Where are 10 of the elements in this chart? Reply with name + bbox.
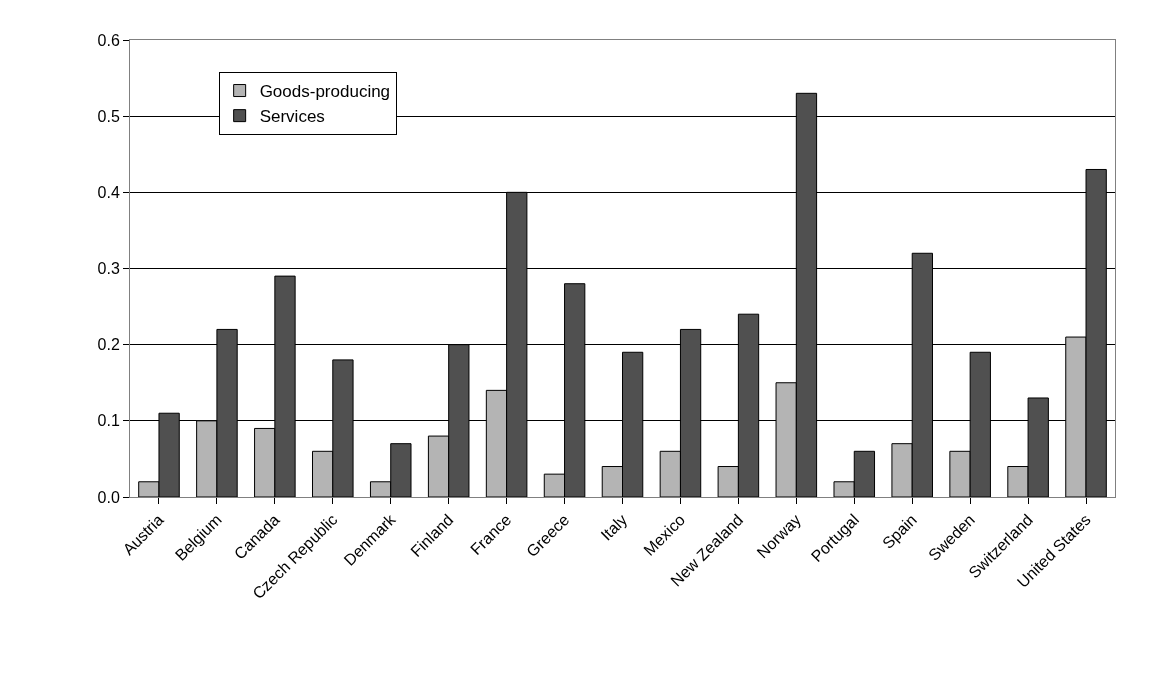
y-tick-label: 0.3 — [97, 260, 120, 278]
y-tick-label: 0.2 — [97, 336, 120, 354]
y-tick-label: 0.6 — [97, 31, 120, 49]
y-tick-label: 0.0 — [97, 488, 120, 506]
x-tick-label: Italy — [597, 510, 631, 544]
y-tick-label: 0.4 — [97, 183, 120, 201]
y-tick-label: 0.5 — [97, 107, 120, 125]
y-tick-label: 0.1 — [97, 412, 120, 430]
legend-label: Goods-producing — [259, 82, 391, 102]
legend-label: Services — [259, 107, 325, 127]
